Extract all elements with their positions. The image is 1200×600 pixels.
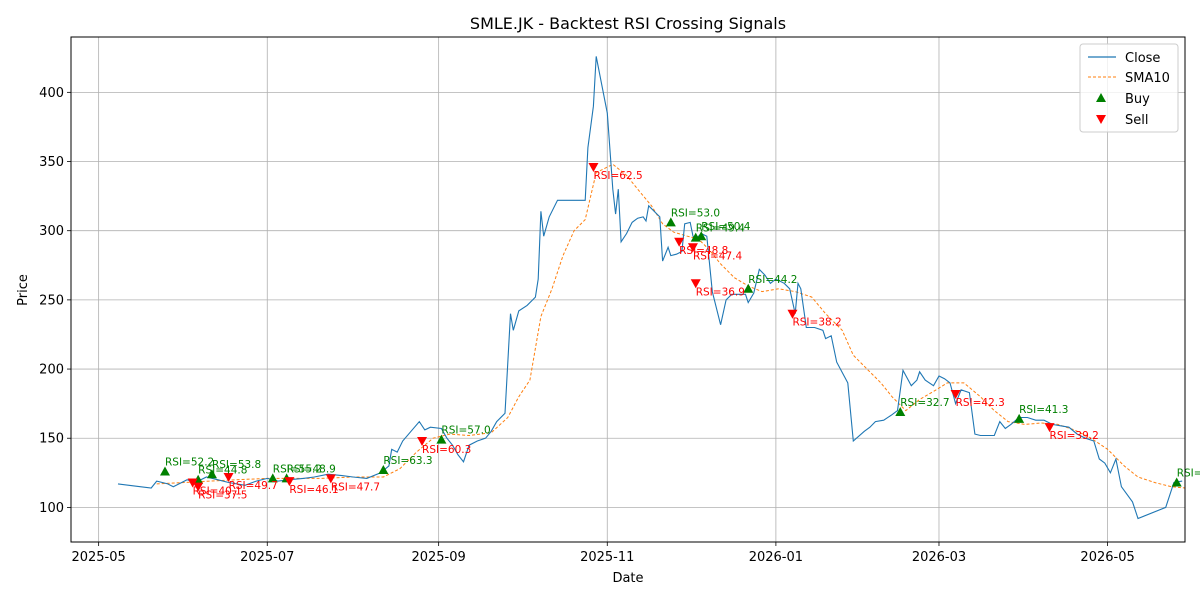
- buy-signal-marker: [267, 473, 278, 483]
- buy-signal-label: RSI=63.3: [383, 455, 432, 467]
- close-price-line: [117, 56, 1183, 520]
- x-tick-label: 2026-05: [1080, 550, 1134, 565]
- y-axis-title: Price: [16, 274, 31, 306]
- sell-signal-label: RSI=39.2: [1050, 430, 1099, 442]
- buy-signal-label: RSI=44.8: [198, 465, 247, 477]
- sell-signal-label: RSI=40.1: [193, 486, 242, 498]
- y-tick-label: 150: [39, 432, 64, 447]
- buy-signal-marker: [696, 231, 707, 241]
- legend-buy-swatch: [1096, 93, 1106, 102]
- buy-signal-label: RSI=48.9: [287, 463, 336, 475]
- y-tick-label: 250: [39, 293, 64, 308]
- sell-signal-label: RSI=47.4: [693, 250, 743, 262]
- sell-signal-marker: [690, 279, 701, 289]
- x-tick-label: 2026-03: [912, 550, 966, 565]
- buy-signal-marker: [206, 469, 217, 479]
- buy-signal-marker: [1014, 413, 1025, 423]
- legend: Close SMA10 Buy Sell: [1079, 43, 1179, 133]
- grid-lines: [71, 37, 1185, 542]
- buy-signal-marker: [378, 465, 389, 475]
- sell-signal-marker: [787, 309, 798, 319]
- sell-signal-marker: [223, 472, 234, 482]
- buy-signal-marker: [665, 217, 676, 227]
- sell-signal-marker: [193, 482, 204, 492]
- buy-signal-marker: [743, 283, 754, 293]
- sell-signal-label: RSI=49.7: [229, 480, 278, 492]
- y-tick-label: 100: [39, 501, 64, 516]
- legend-label: Buy: [1125, 92, 1150, 107]
- x-axis: 2025-05 2025-07 2025-09 2025-11 2026-01 2026-…: [71, 542, 1135, 565]
- buy-signal-label: RSI=32.7: [900, 397, 949, 409]
- sell-signal-label: RSI=48.8: [679, 245, 728, 257]
- sell-signal-marker: [687, 243, 698, 253]
- sell-signal-marker: [325, 474, 336, 484]
- sell-signal-marker: [588, 163, 599, 173]
- x-tick-label: 2025-07: [240, 550, 294, 565]
- sell-signal-label: RSI=42.3: [956, 397, 1005, 409]
- buy-signal-label: RSI=55.2: [273, 463, 322, 475]
- buy-signal-marker: [1171, 477, 1182, 487]
- buy-signal-label: RSI=53.8: [212, 459, 261, 471]
- sell-signal-label: RSI=46.1: [289, 484, 338, 496]
- sell-signal-marker: [950, 389, 961, 399]
- sell-signal-marker: [1044, 423, 1055, 433]
- buy-signal-marker: [436, 434, 447, 444]
- buy-signal-marker: [895, 406, 906, 416]
- sell-signal-marker: [674, 237, 685, 247]
- y-axis: 100 150 200 250 300 350 400: [39, 86, 71, 516]
- sell-signal-label: RSI=37.5: [198, 490, 247, 502]
- buy-signal-label: RSI=52.2: [165, 456, 214, 468]
- x-tick-label: 2026-01: [749, 550, 803, 565]
- buy-signal-label: RSI=50.4: [701, 221, 751, 233]
- x-tick-label: 2025-11: [580, 550, 634, 565]
- buy-signal-label: RSI=57.0: [441, 425, 490, 437]
- buy-signal-label: RSI=49.4: [696, 223, 746, 235]
- buy-signal-label: RSI=40.2: [1177, 468, 1200, 480]
- x-tick-label: 2025-05: [71, 550, 125, 565]
- legend-sell-swatch: [1096, 115, 1106, 124]
- legend-label: Close: [1125, 51, 1160, 66]
- y-tick-label: 200: [39, 363, 64, 378]
- sell-signal-label: RSI=47.7: [331, 481, 380, 493]
- buy-signal-label: RSI=41.3: [1019, 404, 1068, 416]
- x-tick-label: 2025-09: [411, 550, 465, 565]
- sell-signal-marker: [187, 478, 198, 488]
- sell-signal-marker: [284, 477, 295, 487]
- sell-signal-label: RSI=38.2: [792, 317, 841, 329]
- y-tick-label: 400: [39, 86, 64, 101]
- x-axis-title: Date: [612, 571, 643, 586]
- buy-signal-label: RSI=53.0: [671, 207, 720, 219]
- buy-signal-marker: [159, 466, 170, 476]
- sell-signal-label: RSI=36.9: [696, 286, 745, 298]
- sell-signal-label: RSI=60.3: [422, 444, 471, 456]
- plot-content: [117, 56, 1185, 520]
- sell-signal-label: RSI=62.5: [593, 170, 642, 182]
- y-tick-label: 350: [39, 155, 64, 170]
- legend-box: [1079, 43, 1179, 133]
- chart-title: SMLE.JK - Backtest RSI Crossing Signals: [470, 14, 786, 33]
- y-tick-label: 300: [39, 224, 64, 239]
- buy-signal-label: RSI=44.2: [748, 274, 797, 286]
- sell-signal-marker: [417, 437, 428, 446]
- axes-frame: [70, 36, 1186, 543]
- legend-label: Sell: [1125, 113, 1148, 128]
- legend-label: SMA10: [1125, 71, 1170, 86]
